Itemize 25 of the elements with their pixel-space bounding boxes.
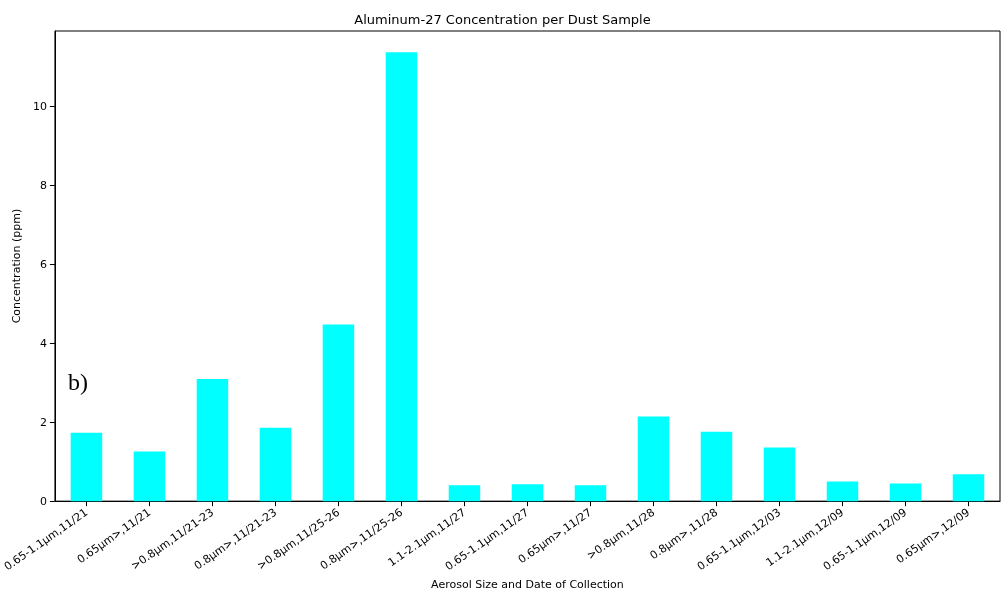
- bar: [322, 324, 355, 502]
- chart-title: Aluminum-27 Concentration per Dust Sample: [354, 12, 651, 27]
- y-tick-label: 8: [39, 178, 47, 192]
- bar: [259, 427, 292, 502]
- bar: [637, 416, 670, 502]
- bar: [574, 485, 607, 502]
- bar: [385, 52, 418, 502]
- annotation: b): [68, 369, 88, 395]
- bar: [511, 484, 544, 502]
- y-tick-label: 4: [39, 336, 47, 350]
- bar: [826, 481, 859, 502]
- bar: [448, 485, 481, 502]
- y-tick-label: 6: [39, 257, 47, 271]
- bar: [133, 451, 166, 502]
- y-tick-label: 2: [39, 415, 47, 429]
- bar: [700, 431, 733, 502]
- y-tick-label: 0: [39, 494, 47, 508]
- bar: [196, 379, 229, 502]
- bar: [952, 474, 985, 502]
- bar: [763, 447, 796, 502]
- bar: [70, 432, 103, 502]
- y-axis-title: Concentration (ppm): [10, 208, 24, 324]
- x-axis-title: Aerosol Size and Date of Collection: [431, 578, 624, 591]
- bar: [889, 483, 922, 502]
- y-tick-label: 10: [32, 99, 47, 113]
